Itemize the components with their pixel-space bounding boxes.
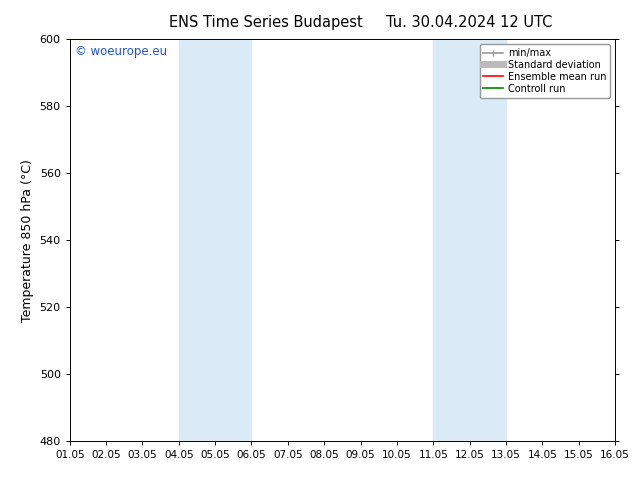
- Bar: [433, 39, 506, 441]
- Text: Tu. 30.04.2024 12 UTC: Tu. 30.04.2024 12 UTC: [386, 15, 552, 30]
- Text: ENS Time Series Budapest: ENS Time Series Budapest: [169, 15, 363, 30]
- Legend: min/max, Standard deviation, Ensemble mean run, Controll run: min/max, Standard deviation, Ensemble me…: [479, 44, 610, 98]
- Y-axis label: Temperature 850 hPa (°C): Temperature 850 hPa (°C): [21, 159, 34, 321]
- Text: © woeurope.eu: © woeurope.eu: [75, 45, 167, 58]
- Bar: [179, 39, 252, 441]
